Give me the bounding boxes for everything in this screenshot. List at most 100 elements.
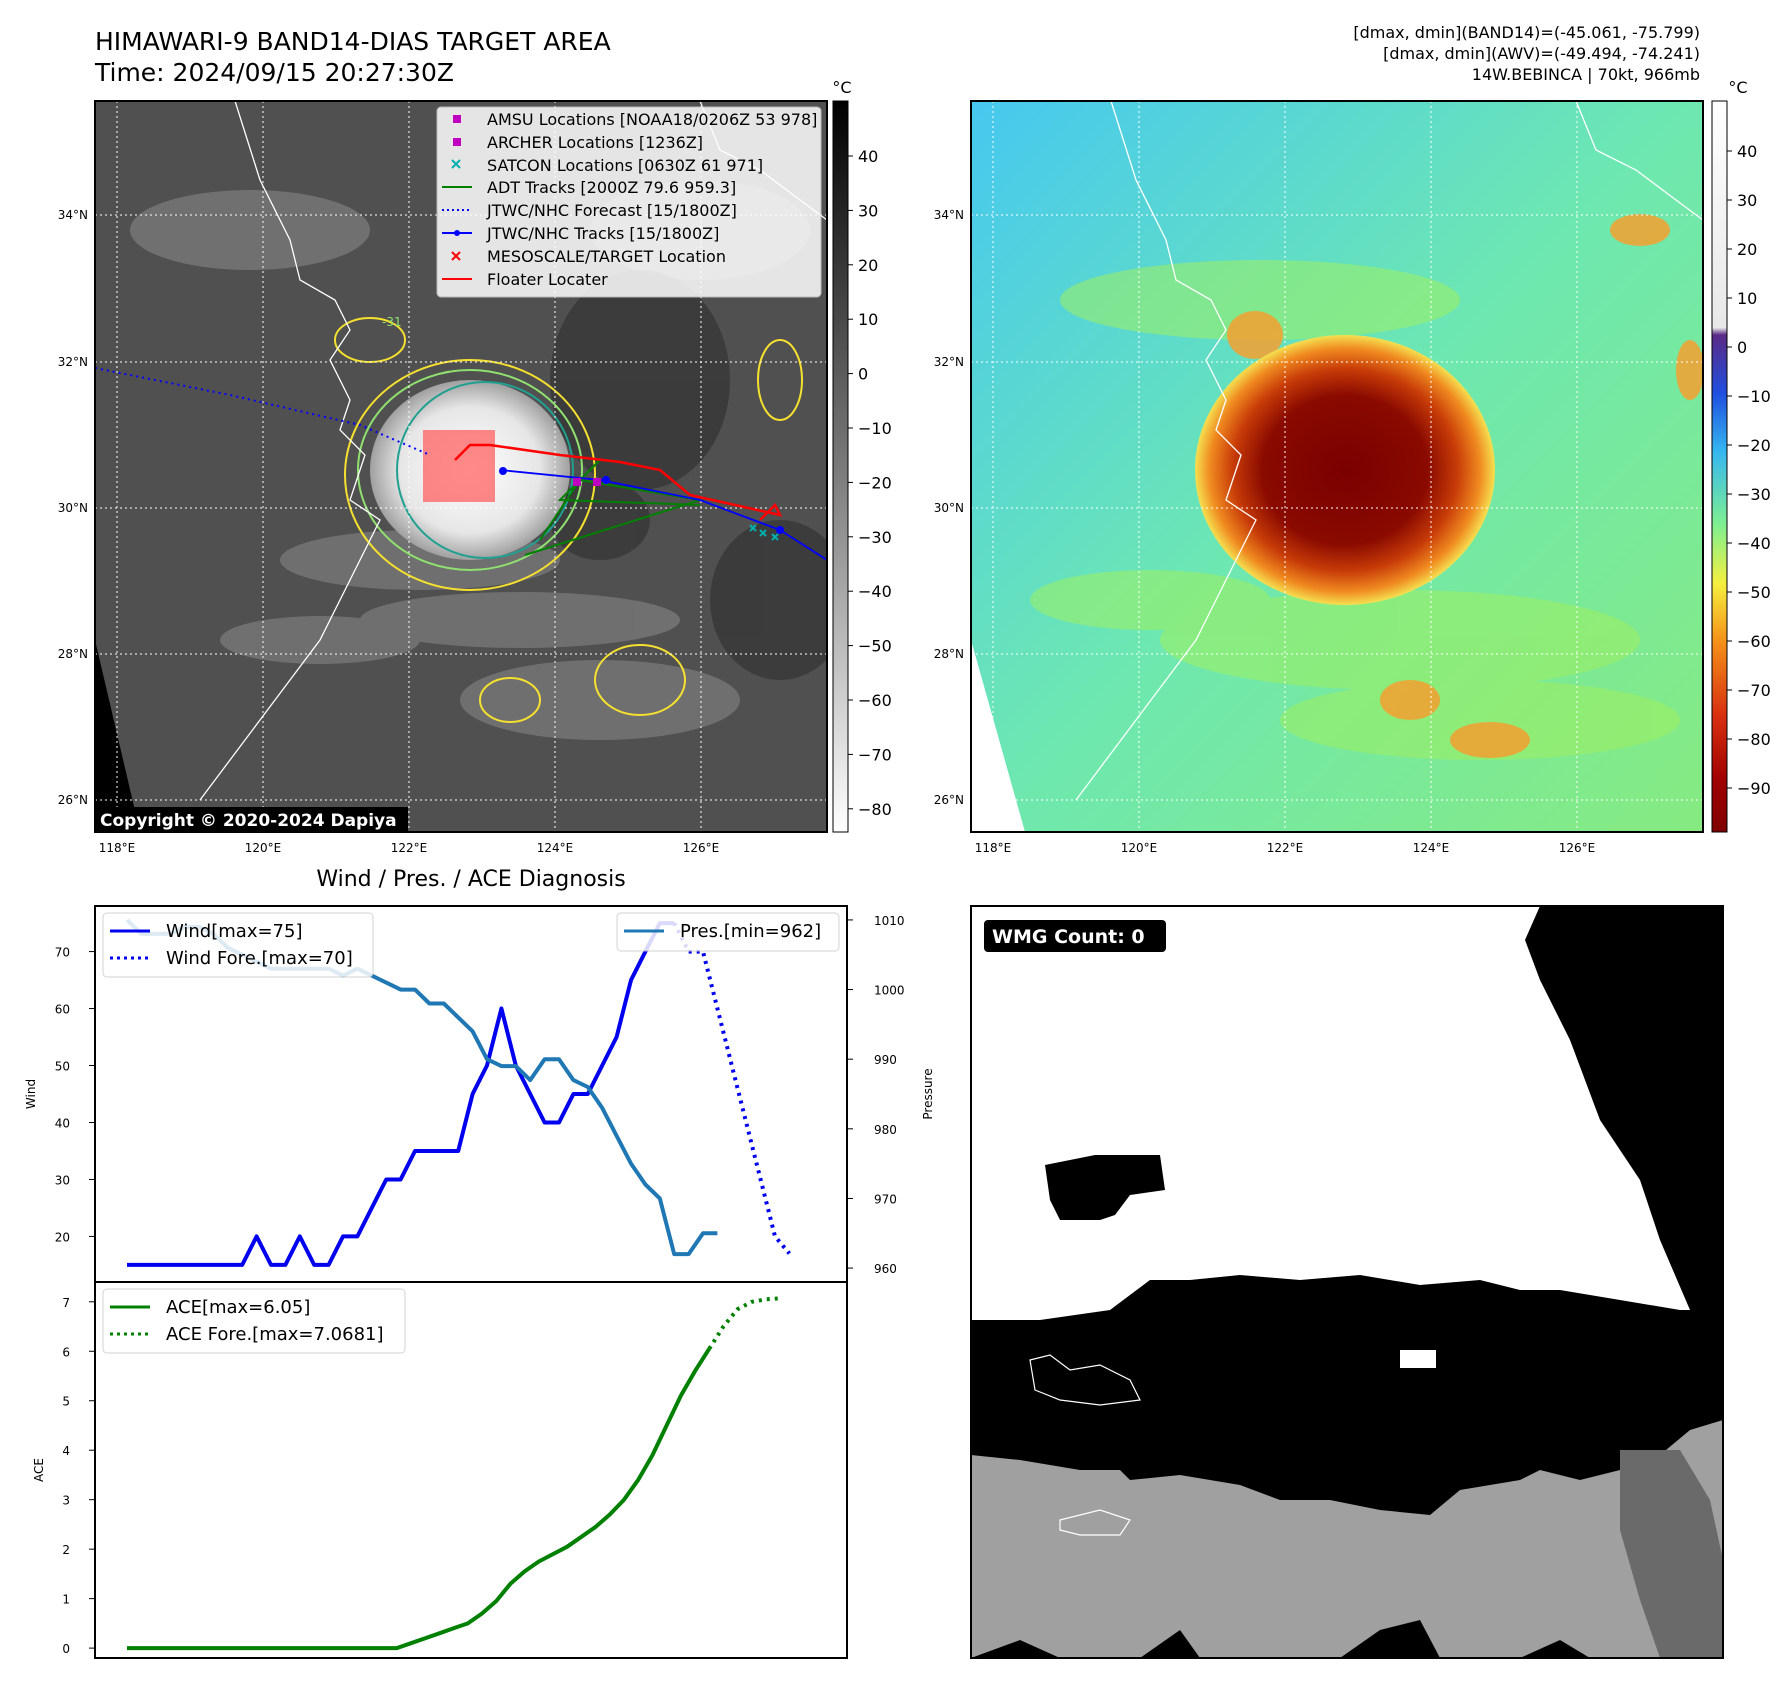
awv-lon-label-118: 118°E [975, 841, 1012, 855]
legend-wind: Wind[max=75] [166, 921, 303, 942]
contour-yellow-small-4 [757, 339, 803, 421]
awv-cdo [1195, 335, 1495, 605]
gray-colorbar-unit: °C [832, 78, 851, 97]
gray-colorbar-tick-label-4: 0 [858, 365, 868, 384]
gray-colorbar-tick-label-2: 20 [858, 256, 878, 275]
lat-label-34: 34°N [58, 208, 88, 222]
lon-label-124: 124°E [537, 841, 574, 855]
color-colorbar-tick-label-12: −80 [1737, 730, 1771, 749]
lon-label-122: 122°E [391, 841, 428, 855]
color-colorbar-tick-label-13: −90 [1737, 779, 1771, 798]
wmg-darkgray-patch [1620, 1450, 1723, 1658]
wmg-black-upper-right [1525, 906, 1723, 1310]
lat-label-26: 26°N [58, 793, 88, 807]
wmg-frame [970, 905, 1724, 1659]
contour-teal [396, 381, 574, 559]
archer-marker [593, 478, 601, 486]
awv-orange-spots [1227, 214, 1703, 758]
ir-map-panel: -31 [58, 100, 828, 855]
awv-lon-label-124: 124°E [1413, 841, 1450, 855]
color-colorbar-tick-label-7: −30 [1737, 485, 1771, 504]
wind-tick-label-1: 60 [55, 1003, 70, 1017]
legend-label-adt: ADT Tracks [2000Z 79.6 959.3] [487, 178, 736, 197]
awv-coastline-2 [1575, 101, 1703, 221]
pressure-tick-label-4: 970 [874, 1192, 897, 1206]
gray-colorbar-tick-label-1: 30 [858, 201, 878, 220]
diagnosis-title: Wind / Pres. / ACE Diagnosis [316, 867, 625, 892]
color-colorbar-tick-label-3: 10 [1737, 289, 1757, 308]
ir-map-frame [94, 100, 828, 833]
color-colorbar-tick-label-0: 40 [1737, 142, 1757, 161]
amsu-marker [573, 478, 581, 486]
ace-axis-label: ACE [32, 1458, 46, 1482]
color-colorbar-tick-label-5: −10 [1737, 387, 1771, 406]
wind-tick-label-2: 50 [55, 1060, 70, 1074]
color-colorbar-tick-label-8: −40 [1737, 534, 1771, 553]
ace-chart-frame [94, 1281, 848, 1659]
pressure-axis-label: Pressure [921, 1068, 935, 1119]
lat-label-30: 30°N [58, 501, 88, 515]
wmg-gray-lower [971, 1420, 1723, 1658]
contour-label: -31 [382, 315, 402, 329]
wmg-coastline [1029, 1354, 1141, 1536]
gray-colorbar: °C 40 30 20 10 0 −10 −20 −30 −40 −50 −60 −70 −80 [832, 78, 892, 833]
ace-legend: ACE[max=6.05] ACE Fore.[max=7.0681] [102, 1288, 406, 1354]
legend-pressure: Pres.[min=962] [680, 921, 821, 942]
ace-tick-label-7: 0 [62, 1642, 70, 1656]
legend-label-jtwc-forecast: JTWC/NHC Forecast [15/1800Z] [486, 201, 737, 220]
legend-label-jtwc-tracks: JTWC/NHC Tracks [15/1800Z] [486, 224, 719, 243]
floater-locater-track [454, 443, 783, 521]
dmax-band14-text: [dmax, dmin](BAND14)=(-45.061, -75.799) [1353, 23, 1700, 42]
wind-tick-label-4: 30 [55, 1173, 70, 1187]
lon-label-120: 120°E [245, 841, 282, 855]
legend-label-archer: ARCHER Locations [1236Z] [487, 133, 703, 152]
contour-yellow-small-3 [479, 677, 541, 723]
wmg-count-badge: WMG Count: 0 [992, 926, 1145, 948]
color-colorbar-tick-label-9: −50 [1737, 583, 1771, 602]
gray-colorbar-tick-label-9: −50 [858, 637, 892, 656]
jtwc-track [499, 469, 827, 561]
legend-ace: ACE[max=6.05] [166, 1297, 310, 1318]
series-line-ace-forecast [707, 1296, 781, 1350]
awv-lon-label-126: 126°E [1559, 841, 1596, 855]
series-line-wind [127, 921, 675, 1267]
wmg-black-blob [1045, 1155, 1165, 1220]
color-colorbar-tick-label-1: 30 [1737, 191, 1757, 210]
ace-tick-label-1: 6 [62, 1345, 70, 1359]
jtwc-track-point-1 [499, 467, 507, 475]
ace-tick-label-5: 2 [62, 1543, 70, 1557]
awv-gridlines [971, 101, 1703, 832]
lat-label-28: 28°N [58, 647, 88, 661]
legend-label-mesoscale: MESOSCALE/TARGET Location [487, 247, 726, 266]
jtwc-track-point-3 [776, 526, 784, 534]
color-colorbar-unit: °C [1728, 78, 1747, 97]
wind-tick-label-0: 70 [55, 946, 70, 960]
jtwc-forecast-track [95, 367, 431, 456]
gray-colorbar-tick-label-11: −70 [858, 745, 892, 764]
gray-colorbar-tick-label-5: −10 [858, 419, 892, 438]
contour-yellow-small-2 [594, 644, 686, 716]
ace-tick-label-6: 1 [62, 1593, 70, 1607]
pressure-tick-label-1: 1000 [874, 984, 905, 998]
awv-lat-label-32: 32°N [934, 355, 964, 369]
wmg-panel: WMG Count: 0 [970, 905, 1724, 1659]
awv-no-data-wedge [971, 640, 1025, 832]
contour-yellow [344, 359, 596, 591]
mesoscale-target-box [423, 430, 495, 502]
lon-label-118: 118°E [99, 841, 136, 855]
color-colorbar-tick-label-6: −20 [1737, 436, 1771, 455]
wind-pressure-chart: Wind Pressure 70 60 50 40 30 20 1010 1000 990 98… [24, 905, 935, 1283]
pressure-tick-label-3: 980 [874, 1123, 897, 1137]
awv-lon-label-120: 120°E [1121, 841, 1158, 855]
gray-colorbar-tick-label-0: 40 [858, 147, 878, 166]
color-colorbar-tick-label-10: −60 [1737, 632, 1771, 651]
color-colorbar-tick-label-4: 0 [1737, 338, 1747, 357]
awv-coastline [1075, 101, 1257, 801]
wind-tick-label-5: 20 [55, 1230, 70, 1244]
series-line-ace [127, 1347, 711, 1651]
color-colorbar-tick-label-2: 20 [1737, 240, 1757, 259]
awv-map-panel: 34°N 32°N 30°N 28°N 26°N 118°E 120°E 122… [934, 100, 1704, 855]
storm-info-text: 14W.BEBINCA | 70kt, 966mb [1472, 65, 1700, 84]
ace-tick-label-3: 4 [62, 1444, 70, 1458]
lon-label-126: 126°E [683, 841, 720, 855]
